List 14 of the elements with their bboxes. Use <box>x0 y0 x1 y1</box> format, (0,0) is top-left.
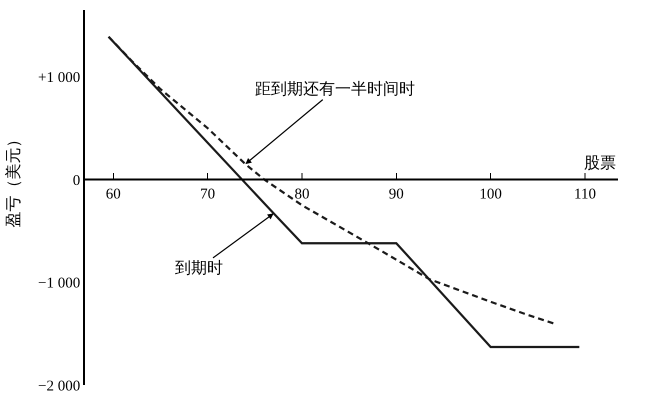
annotation: 距到期还有一半时间时 <box>255 80 415 98</box>
x-tick-label: 90 <box>388 186 404 202</box>
y-tick-label: −1 000 <box>38 276 80 292</box>
x-axis-title: 股票 <box>584 155 616 172</box>
y-tick-label: −2 000 <box>38 378 80 394</box>
y-axis-title: 盈亏（美元） <box>4 132 22 228</box>
x-tick-label: 60 <box>106 186 121 202</box>
x-tick-label: 100 <box>479 186 502 202</box>
y-tick-label: +1 000 <box>38 70 80 86</box>
annotation: 到期时 <box>175 259 223 277</box>
x-tick-label: 70 <box>200 186 216 202</box>
x-tick-label: 80 <box>294 186 310 202</box>
x-tick-label: 110 <box>574 186 596 202</box>
y-tick-label: 0 <box>72 172 80 189</box>
